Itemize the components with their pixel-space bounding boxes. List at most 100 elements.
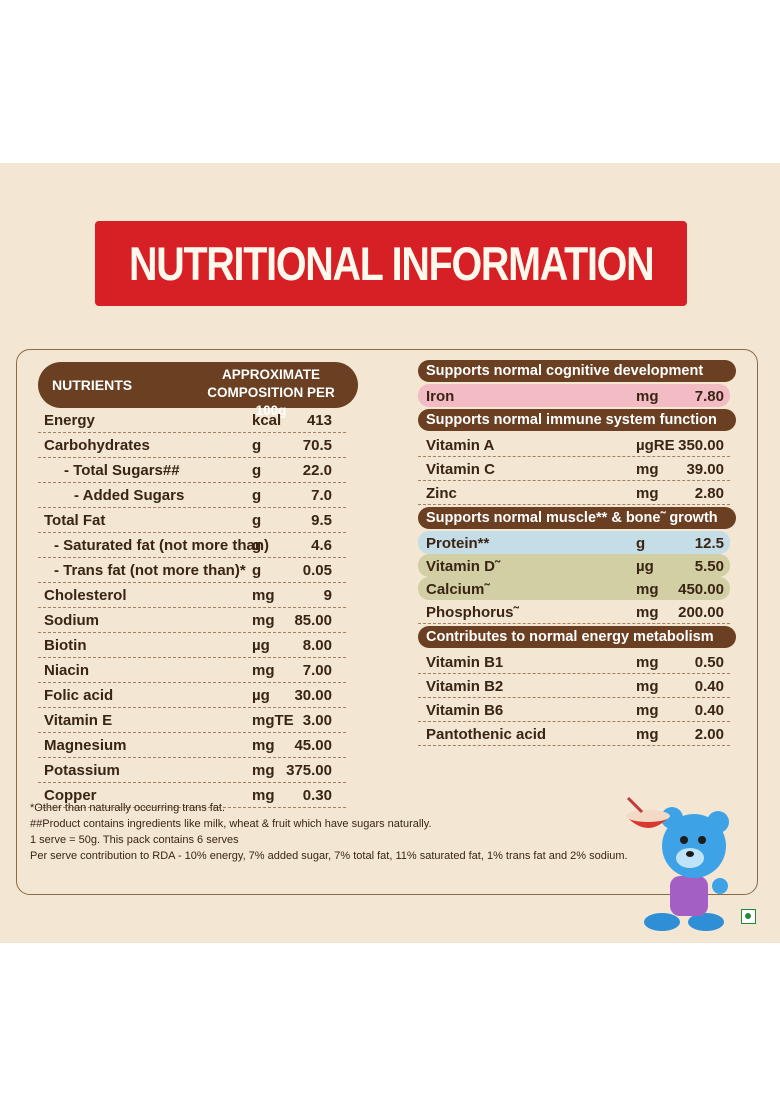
table-row: Vitamin C mg 39.00 bbox=[418, 457, 730, 481]
nutrient-unit: µg bbox=[252, 687, 270, 704]
title-banner: NUTRITIONAL INFORMATION bbox=[95, 221, 687, 306]
table-row: Vitamin B6 mg 0.40 bbox=[418, 698, 730, 722]
nutrient-unit: kcal bbox=[252, 412, 282, 429]
table-row: Magnesium mg 45.00 bbox=[38, 733, 346, 758]
table-row: - Trans fat (not more than)* g 0.05 bbox=[38, 558, 346, 583]
nutrient-value: 200.00 bbox=[678, 604, 724, 621]
table-row: - Total Sugars## g 22.0 bbox=[38, 458, 346, 483]
table-row: Biotin µg 8.00 bbox=[38, 633, 346, 658]
nutrient-value: 0.05 bbox=[302, 562, 332, 579]
nutrient-value: 30.00 bbox=[294, 687, 332, 704]
nutrient-unit: µg bbox=[636, 558, 654, 575]
table-row: Carbohydrates g 70.5 bbox=[38, 433, 346, 458]
veg-symbol-icon bbox=[741, 909, 756, 924]
mascot-illustration bbox=[626, 796, 729, 931]
table-row: Vitamin A µgRE 350.00 bbox=[418, 433, 730, 457]
nutrient-value: 39.00 bbox=[686, 461, 724, 478]
table-row: Cholesterol mg 9 bbox=[38, 583, 346, 608]
nutrient-unit: g bbox=[252, 487, 262, 504]
function-table: Supports normal cognitive development Iro… bbox=[418, 360, 736, 748]
table-row: - Added Sugars g 7.0 bbox=[38, 483, 346, 508]
nutrient-value: 5.50 bbox=[694, 558, 724, 575]
nutrient-name: Vitamin A bbox=[426, 437, 495, 454]
nutrient-unit: mg bbox=[252, 787, 275, 804]
header-composition-line2: COMPOSITION PER 100g bbox=[207, 385, 335, 418]
nutrient-unit: g bbox=[252, 537, 262, 554]
nutrition-card bbox=[16, 349, 758, 895]
nutrient-value: 22.0 bbox=[302, 462, 332, 479]
table-row: Total Fat g 9.5 bbox=[38, 508, 346, 533]
nutrient-unit: mg bbox=[636, 654, 659, 671]
nutrient-name: - Added Sugars bbox=[74, 487, 185, 504]
nutrient-name: Potassium bbox=[44, 762, 120, 779]
nutrient-name: - Total Sugars## bbox=[64, 462, 180, 479]
nutrient-unit: µg bbox=[252, 637, 270, 654]
nutrient-value: 85.00 bbox=[294, 612, 332, 629]
nutrient-value: 413 bbox=[306, 412, 332, 429]
table-row: Folic acid µg 30.00 bbox=[38, 683, 346, 708]
nutrient-unit: mg bbox=[636, 604, 659, 621]
table-row: Pantothenic acid mg 2.00 bbox=[418, 722, 730, 746]
nutrient-name: Vitamin B2 bbox=[426, 678, 504, 695]
nutrient-name: Vitamin B6 bbox=[426, 702, 504, 719]
table-row: Iron mg 7.80 bbox=[418, 384, 730, 407]
nutrient-value: 12.5 bbox=[694, 535, 724, 552]
nutrient-name: Vitamin E bbox=[44, 712, 113, 729]
header-composition: APPROXIMATE COMPOSITION PER 100g bbox=[196, 366, 346, 420]
footnote: ##Product contains ingredients like milk… bbox=[30, 818, 432, 830]
nutrient-name: Magnesium bbox=[44, 737, 127, 754]
section-heading: Supports normal muscle** & bone˜ growth bbox=[418, 507, 736, 529]
nutrient-value: 2.80 bbox=[694, 485, 724, 502]
nutrient-unit: mgTE bbox=[252, 712, 294, 729]
section-heading: Supports normal cognitive development bbox=[418, 360, 736, 382]
nutrient-unit: µgRE bbox=[636, 437, 675, 454]
nutrient-value: 0.30 bbox=[302, 787, 332, 804]
nutrient-value: 45.00 bbox=[294, 737, 332, 754]
nutrient-value: 8.00 bbox=[302, 637, 332, 654]
footnote: *Other than naturally occurring trans fa… bbox=[30, 802, 226, 814]
nutrient-value: 0.40 bbox=[694, 678, 724, 695]
table-row: - Saturated fat (not more than) g 4.6 bbox=[38, 533, 346, 558]
nutrient-unit: mg bbox=[252, 762, 275, 779]
nutrient-name: Niacin bbox=[44, 662, 90, 679]
table-row: Vitamin B1 mg 0.50 bbox=[418, 650, 730, 674]
nutrient-name: Vitamin C bbox=[426, 461, 495, 478]
nutrient-value: 3.00 bbox=[302, 712, 332, 729]
table-row: Vitamin E mgTE 3.00 bbox=[38, 708, 346, 733]
nutrients-table: NUTRIENTS APPROXIMATE COMPOSITION PER 10… bbox=[38, 362, 358, 808]
nutrient-value: 9.5 bbox=[311, 512, 332, 529]
nutrients-table-header: NUTRIENTS APPROXIMATE COMPOSITION PER 10… bbox=[38, 362, 358, 418]
nutrient-unit: mg bbox=[252, 612, 275, 629]
table-row: Vitamin B2 mg 0.40 bbox=[418, 674, 730, 698]
nutrient-unit: g bbox=[252, 437, 262, 454]
nutrient-unit: mg bbox=[636, 461, 659, 478]
nutrient-name: - Trans fat (not more than)* bbox=[54, 562, 246, 579]
nutrient-value: 7.0 bbox=[311, 487, 332, 504]
table-row: Protein** g 12.5 bbox=[418, 531, 730, 554]
nutrient-unit: g bbox=[252, 462, 262, 479]
nutrient-value: 375.00 bbox=[286, 762, 332, 779]
nutrient-unit: g bbox=[636, 535, 646, 552]
table-row: Copper mg 0.30 bbox=[38, 783, 346, 808]
nutrient-value: 2.00 bbox=[694, 726, 724, 743]
section-heading: Supports normal immune system function bbox=[418, 409, 736, 431]
nutrients-rows: Energy kcal 413 Carbohydrates g 70.5 - Total S… bbox=[38, 408, 358, 808]
nutrient-unit: mg bbox=[636, 388, 659, 405]
footnotes: *Other than naturally occurring trans fa… bbox=[30, 800, 628, 864]
nutrient-name: Cholesterol bbox=[44, 587, 127, 604]
nutrient-name: - Saturated fat (not more than) bbox=[54, 537, 270, 554]
nutrient-value: 4.6 bbox=[311, 537, 332, 554]
page-title: NUTRITIONAL INFORMATION bbox=[128, 237, 655, 290]
nutrient-value: 0.50 bbox=[694, 654, 724, 671]
table-row: Vitamin D˜ µg 5.50 bbox=[418, 554, 730, 577]
nutrient-value: 7.80 bbox=[694, 388, 724, 405]
nutrient-name: Carbohydrates bbox=[44, 437, 150, 454]
section-heading: Contributes to normal energy metabolism bbox=[418, 626, 736, 648]
nutrient-name: Phosphorus˜ bbox=[426, 604, 519, 621]
footnote: 1 serve = 50g. This pack contains 6 serv… bbox=[30, 834, 239, 846]
header-nutrients: NUTRIENTS bbox=[52, 377, 133, 393]
table-row: Calcium˜ mg 450.00 bbox=[418, 577, 730, 600]
nutrient-name: Energy bbox=[44, 412, 95, 429]
nutrient-unit: g bbox=[252, 562, 262, 579]
nutrient-unit: mg bbox=[636, 581, 659, 598]
